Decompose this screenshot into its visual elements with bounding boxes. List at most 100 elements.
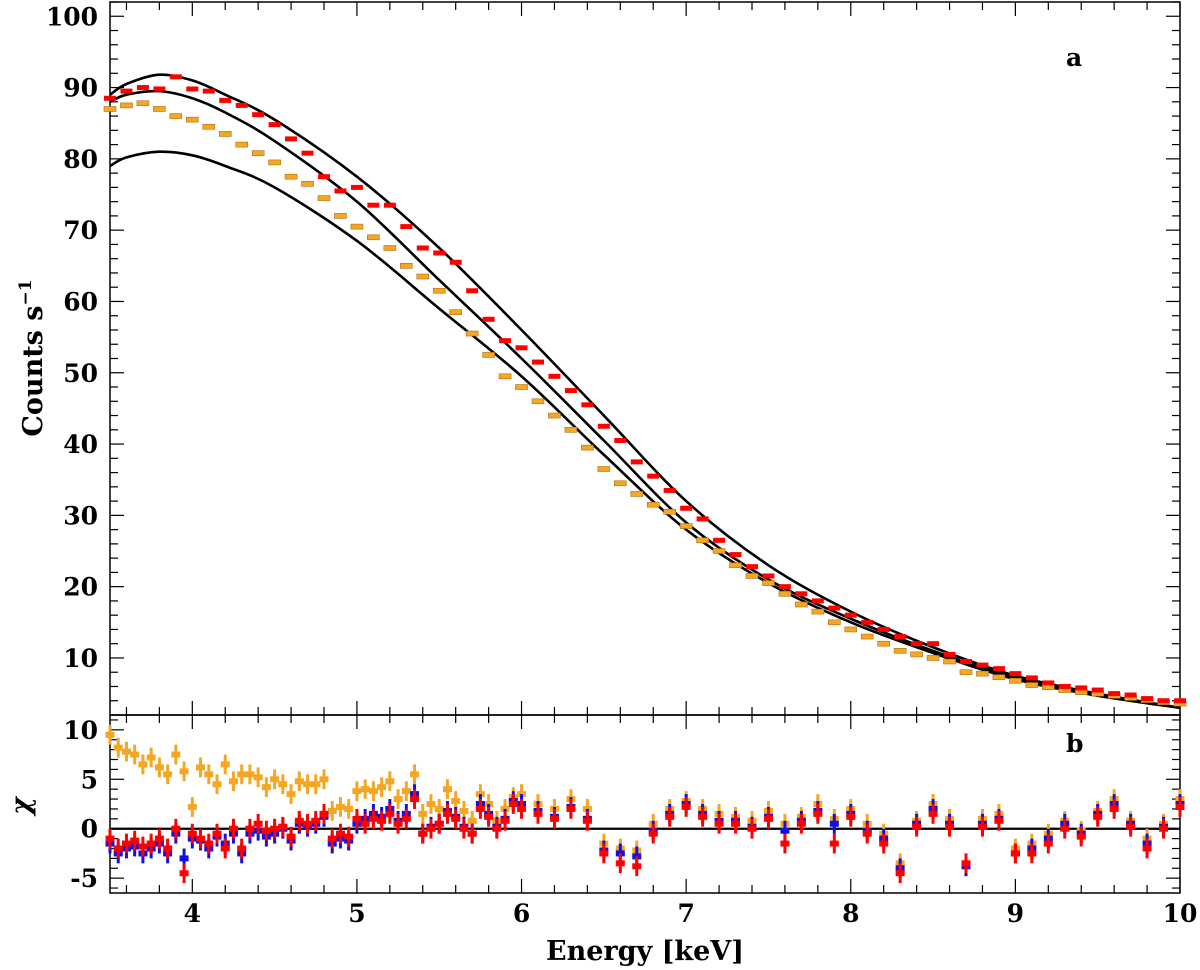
orange-data-point [202, 123, 216, 130]
red-residual-point [319, 810, 329, 817]
red-residual-point [196, 835, 206, 842]
red-data-point [1141, 696, 1154, 702]
red-residual-point [171, 825, 181, 832]
red-data-point [433, 250, 446, 256]
red-residual-point [632, 863, 642, 870]
y-tick-label-b: 5 [81, 765, 98, 794]
red-data-point [285, 136, 298, 142]
red-residual-point [237, 845, 247, 852]
red-residual-point [113, 845, 123, 852]
red-data-point [828, 605, 841, 611]
orange-data-point [992, 674, 1006, 681]
y-tick-label-a: 60 [63, 287, 98, 316]
orange-residual-point [303, 781, 313, 788]
red-data-point [647, 473, 660, 479]
red-data-point [136, 85, 149, 91]
red-residual-point [533, 810, 543, 817]
orange-data-point [976, 670, 989, 677]
panel-a-data-points [103, 74, 1187, 707]
red-data-point [400, 224, 413, 230]
orange-residual-point [335, 803, 345, 810]
red-data-point [1042, 680, 1055, 686]
red-data-point [1009, 671, 1022, 677]
orange-data-point [268, 159, 281, 166]
orange-data-point [120, 102, 133, 109]
orange-data-point [465, 330, 479, 337]
red-residual-point [912, 823, 922, 830]
red-data-point [844, 612, 857, 618]
red-residual-point [303, 820, 313, 827]
red-data-point [235, 102, 248, 108]
red-data-point [252, 112, 265, 118]
orange-residual-point [130, 751, 140, 758]
orange-data-point [663, 508, 676, 515]
orange-data-point [926, 655, 940, 661]
model-3-curve [109, 150, 1181, 710]
red-data-point [334, 188, 347, 194]
y-axis-title-a: Counts s−1 [16, 279, 49, 436]
y-tick-label-a: 40 [63, 430, 98, 459]
red-data-point [350, 184, 363, 190]
red-residual-point [977, 823, 987, 830]
orange-residual-point [418, 810, 428, 817]
red-residual-point [961, 860, 971, 867]
orange-residual-point [311, 781, 321, 788]
orange-data-point [729, 562, 742, 569]
orange-data-point [877, 640, 890, 647]
red-residual-point [146, 840, 156, 847]
red-residual-point [1027, 850, 1037, 857]
red-data-point [877, 626, 890, 632]
orange-residual-point [434, 805, 444, 812]
red-residual-point [352, 815, 362, 822]
orange-data-point [284, 173, 298, 180]
red-residual-point [179, 870, 189, 877]
x-tick-label: 5 [348, 899, 365, 928]
blue-residual-point [829, 820, 839, 827]
red-residual-point [327, 835, 337, 842]
red-residual-point [747, 825, 757, 832]
orange-residual-point [319, 776, 329, 783]
orange-data-point [1074, 689, 1088, 695]
red-residual-point [1076, 833, 1086, 840]
red-data-point [367, 202, 380, 208]
red-data-point [992, 666, 1005, 672]
orange-data-point [860, 633, 874, 640]
orange-data-point [762, 580, 775, 586]
x-axis-title: Energy [keV] [546, 936, 744, 967]
red-data-point [564, 388, 577, 394]
red-data-point [778, 584, 791, 590]
red-residual-point [549, 815, 559, 822]
red-residual-point [829, 840, 839, 847]
orange-data-point [186, 116, 199, 123]
orange-residual-point [401, 788, 411, 795]
red-residual-point [467, 830, 477, 837]
red-residual-point [1109, 805, 1119, 812]
red-data-point [169, 74, 182, 80]
red-residual-point [1093, 813, 1103, 820]
orange-data-point [581, 444, 594, 451]
x-tick-label: 4 [184, 899, 201, 928]
red-residual-point [665, 813, 675, 820]
orange-residual-point [105, 731, 115, 738]
red-residual-point [442, 810, 452, 817]
red-data-point [219, 97, 232, 103]
y-axis-title-a-superscript: −1 [16, 279, 36, 305]
orange-data-point [778, 590, 792, 597]
axis-ticks [110, 1, 1181, 893]
orange-data-point [400, 263, 413, 269]
orange-residual-point [270, 776, 280, 783]
red-residual-point [418, 830, 428, 837]
orange-data-point [828, 619, 841, 626]
red-residual-point [846, 813, 856, 820]
red-data-point [1025, 675, 1038, 681]
orange-residual-point [138, 761, 148, 768]
orange-residual-point [278, 781, 288, 788]
x-tick-label: 6 [513, 899, 530, 928]
red-residual-point [204, 840, 214, 847]
orange-residual-point [212, 781, 222, 788]
orange-data-point [679, 523, 693, 529]
red-data-point [960, 659, 972, 665]
red-data-point [663, 487, 676, 493]
orange-data-point [103, 106, 117, 112]
tick-labels: 4 5 6 7 8 9 10 10 20 30 40 50 60 70 80 90 100 -5 0 5 10 [46, 2, 1198, 928]
